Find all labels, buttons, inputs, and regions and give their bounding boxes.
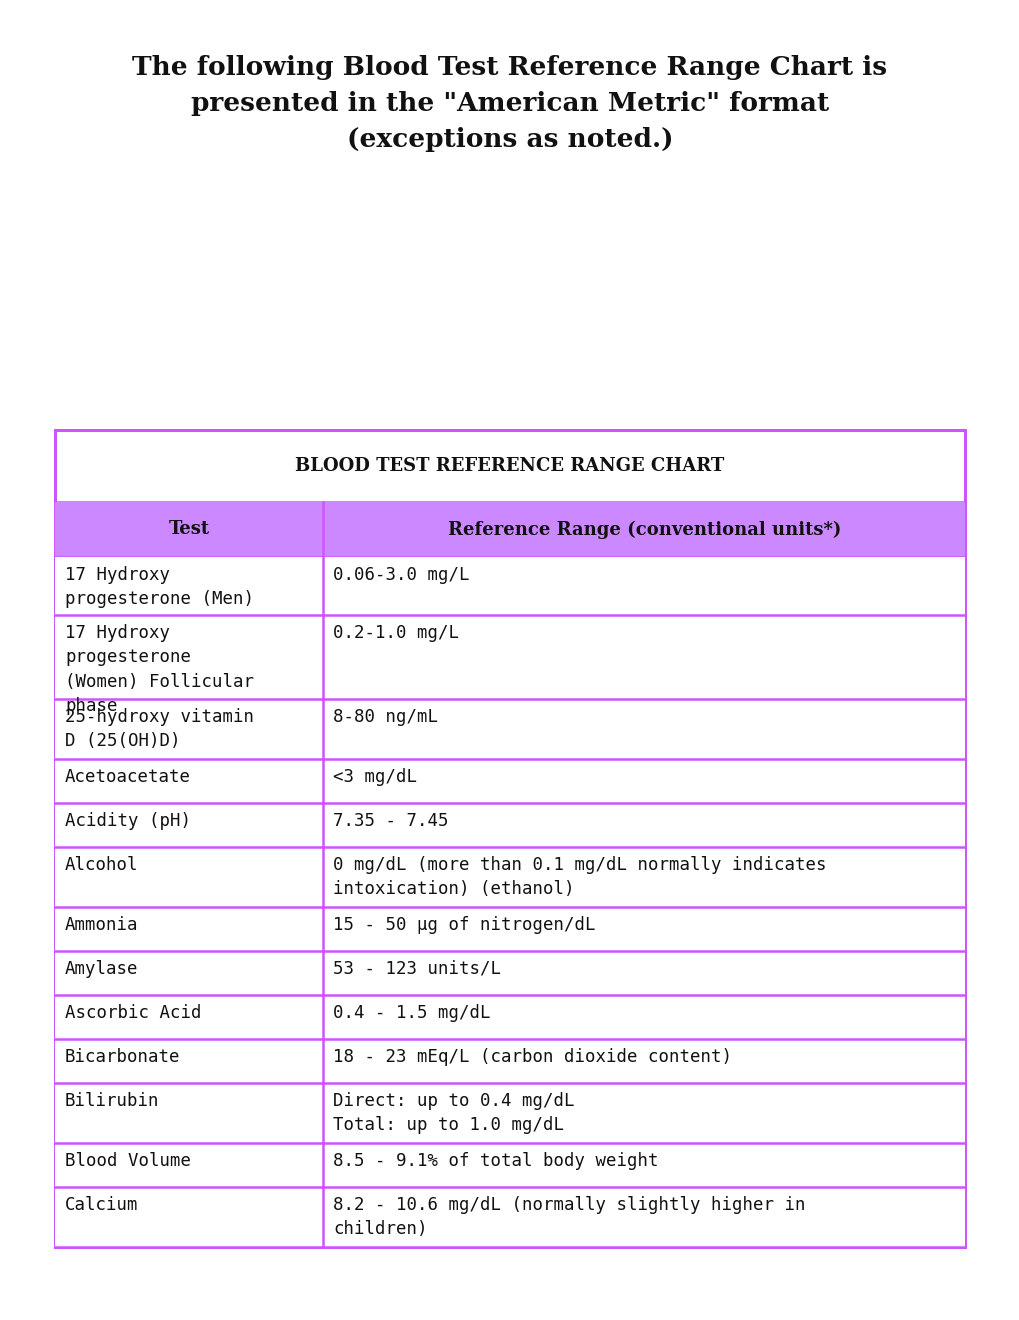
Text: 7.35 - 7.45: 7.35 - 7.45: [333, 812, 448, 830]
Bar: [55, 700, 964, 759]
Text: Amylase: Amylase: [65, 960, 139, 978]
Text: 0.2-1.0 mg/L: 0.2-1.0 mg/L: [333, 624, 459, 642]
Text: Test: Test: [168, 520, 210, 539]
Bar: [55, 759, 964, 803]
Text: 17 Hydroxy
progesterone (Men): 17 Hydroxy progesterone (Men): [65, 566, 254, 609]
Text: 17 Hydroxy
progesterone
(Women) Follicular
phase: 17 Hydroxy progesterone (Women) Follicul…: [65, 624, 254, 715]
Text: Reference Range (conventional units*): Reference Range (conventional units*): [447, 520, 840, 539]
Bar: [55, 907, 964, 950]
Text: 25-hydroxy vitamin
D (25(OH)D): 25-hydroxy vitamin D (25(OH)D): [65, 708, 254, 750]
Text: 8-80 ng/mL: 8-80 ng/mL: [333, 708, 438, 726]
Text: 53 - 123 units/L: 53 - 123 units/L: [333, 960, 501, 978]
Bar: [55, 847, 964, 907]
Bar: [55, 502, 964, 557]
Bar: [55, 995, 964, 1039]
Text: Calcium: Calcium: [65, 1196, 139, 1214]
Bar: [55, 615, 964, 700]
Text: 8.2 - 10.6 mg/dL (normally slightly higher in
children): 8.2 - 10.6 mg/dL (normally slightly high…: [333, 1196, 805, 1238]
Text: 0 mg/dL (more than 0.1 mg/dL normally indicates
intoxication) (ethanol): 0 mg/dL (more than 0.1 mg/dL normally in…: [333, 855, 826, 899]
Text: Bilirubin: Bilirubin: [65, 1092, 159, 1110]
Bar: [55, 1187, 964, 1247]
Bar: [55, 557, 964, 615]
Text: Acetoacetate: Acetoacetate: [65, 768, 191, 785]
Text: 15 - 50 μg of nitrogen/dL: 15 - 50 μg of nitrogen/dL: [333, 916, 595, 935]
Bar: [55, 1143, 964, 1187]
Text: Ascorbic Acid: Ascorbic Acid: [65, 1005, 202, 1022]
Text: Ammonia: Ammonia: [65, 916, 139, 935]
Bar: [55, 950, 964, 995]
Text: The following Blood Test Reference Range Chart is
presented in the "American Met: The following Blood Test Reference Range…: [132, 55, 887, 152]
Text: Direct: up to 0.4 mg/dL
Total: up to 1.0 mg/dL: Direct: up to 0.4 mg/dL Total: up to 1.0…: [333, 1092, 575, 1134]
Text: Blood Volume: Blood Volume: [65, 1152, 191, 1170]
Text: 0.4 - 1.5 mg/dL: 0.4 - 1.5 mg/dL: [333, 1005, 490, 1022]
Text: 8.5 - 9.1% of total body weight: 8.5 - 9.1% of total body weight: [333, 1152, 658, 1170]
Bar: [55, 430, 964, 1247]
Text: 18 - 23 mEq/L (carbon dioxide content): 18 - 23 mEq/L (carbon dioxide content): [333, 1048, 732, 1067]
Bar: [55, 1039, 964, 1082]
Bar: [55, 1082, 964, 1143]
Bar: [55, 803, 964, 847]
Text: Bicarbonate: Bicarbonate: [65, 1048, 180, 1067]
Text: BLOOD TEST REFERENCE RANGE CHART: BLOOD TEST REFERENCE RANGE CHART: [296, 457, 723, 475]
Text: Alcohol: Alcohol: [65, 855, 139, 874]
Text: 0.06-3.0 mg/L: 0.06-3.0 mg/L: [333, 566, 470, 583]
Text: Acidity (pH): Acidity (pH): [65, 812, 191, 830]
Text: <3 mg/dL: <3 mg/dL: [333, 768, 417, 785]
